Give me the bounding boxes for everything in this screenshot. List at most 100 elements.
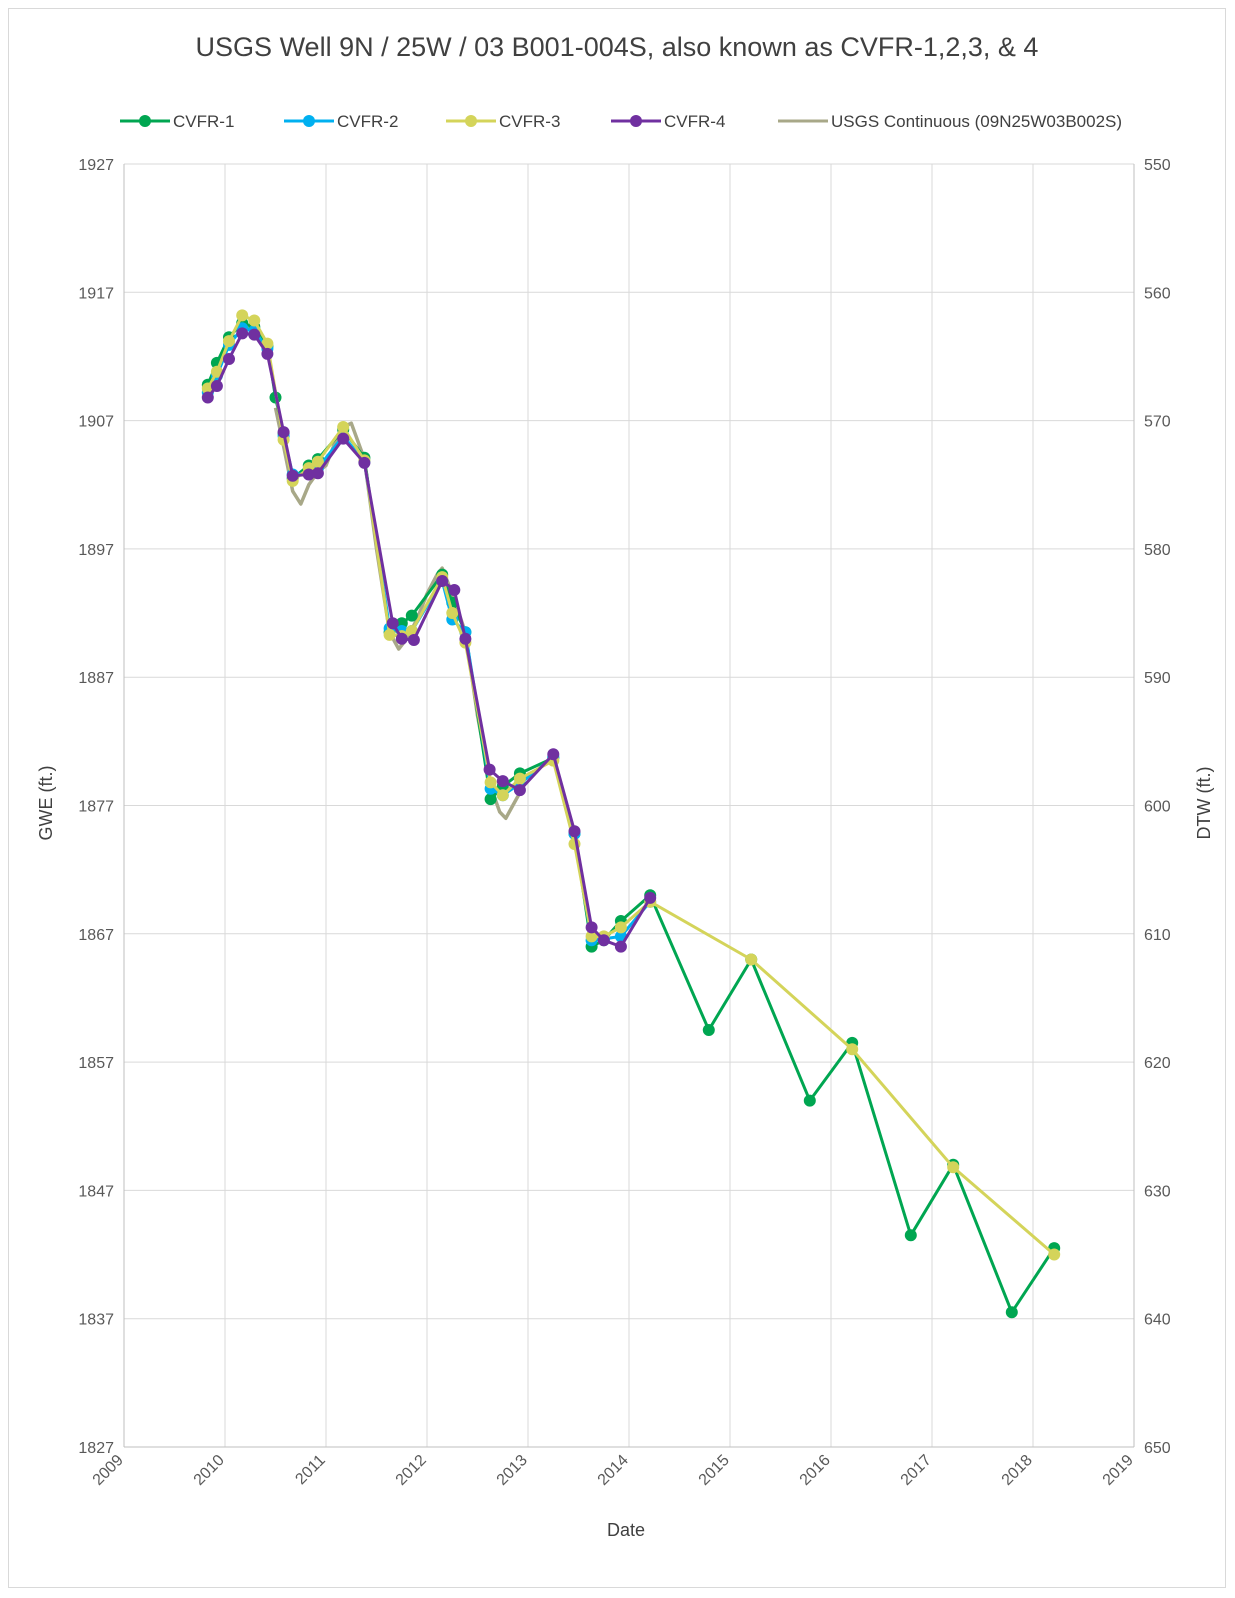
x-tick-label: 2019 xyxy=(1100,1452,1137,1489)
x-tick-label: 2016 xyxy=(797,1452,834,1489)
y2-tick-label: 570 xyxy=(1144,414,1171,431)
series-line-cvfr-4 xyxy=(206,331,652,949)
data-point-cvfr-1 xyxy=(803,1094,816,1107)
y-tick-label: 1847 xyxy=(78,1183,114,1200)
legend-item-usgs-continuous: USGS Continuous (09N25W03B002S) xyxy=(778,112,1122,131)
data-point-cvfr-4 xyxy=(496,775,509,788)
legend-label-cvfr-3: CVFR-3 xyxy=(499,112,560,131)
legend-label-cvfr-1: CVFR-1 xyxy=(173,112,234,131)
legend-marker-cvfr-1 xyxy=(139,115,151,127)
series-layer xyxy=(201,309,1061,1319)
series-line-cvfr-1 xyxy=(206,321,1056,1314)
data-point-cvfr-3 xyxy=(311,455,324,468)
y-tick-label: 1887 xyxy=(78,670,114,687)
data-point-cvfr-3 xyxy=(236,309,249,322)
y2-tick-label: 550 xyxy=(1144,157,1171,174)
x-tick-label: 2013 xyxy=(494,1452,531,1489)
data-point-cvfr-1 xyxy=(904,1229,917,1242)
legend-marker-cvfr-2 xyxy=(303,115,315,127)
legend-item-cvfr-4: CVFR-4 xyxy=(611,112,725,131)
data-point-cvfr-4 xyxy=(248,328,261,341)
data-point-cvfr-4 xyxy=(459,632,472,645)
y-tick-label: 1927 xyxy=(78,157,114,174)
data-point-cvfr-1 xyxy=(405,609,418,622)
data-point-cvfr-3 xyxy=(513,772,526,785)
data-point-cvfr-3 xyxy=(223,335,235,348)
data-point-cvfr-4 xyxy=(277,426,290,439)
y2-tick-label: 590 xyxy=(1144,670,1171,687)
data-point-cvfr-4 xyxy=(337,432,350,445)
y-tick-label: 1897 xyxy=(78,542,114,559)
gridlines xyxy=(123,163,1135,1448)
data-point-cvfr-4 xyxy=(201,391,214,404)
data-point-cvfr-3 xyxy=(405,625,418,637)
data-point-cvfr-4 xyxy=(644,891,657,904)
series-line-cvfr-3 xyxy=(206,313,1056,1256)
data-point-cvfr-3 xyxy=(210,365,223,378)
data-point-cvfr-4 xyxy=(568,825,581,838)
data-point-cvfr-3 xyxy=(1048,1248,1061,1261)
y2-tick-label: 630 xyxy=(1144,1183,1171,1200)
y2-tick-label: 650 xyxy=(1144,1440,1171,1457)
series-cvfr-4 xyxy=(201,327,657,953)
data-point-cvfr-4 xyxy=(236,327,249,340)
data-point-cvfr-1 xyxy=(702,1024,715,1036)
y-tick-label: 1827 xyxy=(78,1440,114,1457)
data-point-cvfr-4 xyxy=(386,617,399,630)
x-tick-label: 2009 xyxy=(90,1452,127,1489)
data-point-cvfr-1 xyxy=(484,793,497,806)
data-point-cvfr-4 xyxy=(436,575,449,587)
y-tick-label: 1867 xyxy=(78,927,114,944)
data-point-cvfr-3 xyxy=(383,628,396,641)
legend-item-cvfr-2: CVFR-2 xyxy=(284,112,398,131)
legend-item-cvfr-1: CVFR-1 xyxy=(120,112,234,131)
y-axis-title: GWE (ft.) xyxy=(36,766,56,841)
data-point-cvfr-4 xyxy=(395,632,408,645)
data-point-cvfr-3 xyxy=(248,314,261,327)
data-point-cvfr-4 xyxy=(448,584,461,596)
data-point-cvfr-3 xyxy=(947,1161,960,1174)
data-point-cvfr-4 xyxy=(358,456,371,469)
y-tick-label: 1877 xyxy=(78,799,114,816)
chart-title: USGS Well 9N / 25W / 03 B001-004S, also … xyxy=(196,32,1039,62)
legend: CVFR-1 CVFR-2 CVFR-3 CVFR-4 USGS Continu… xyxy=(120,112,1122,131)
legend-label-cvfr-2: CVFR-2 xyxy=(337,112,398,131)
data-point-cvfr-4 xyxy=(407,634,420,646)
x-tick-label: 2017 xyxy=(898,1452,935,1489)
data-point-cvfr-3 xyxy=(745,953,758,966)
y2-tick-label: 600 xyxy=(1144,799,1171,816)
data-point-cvfr-3 xyxy=(614,921,627,934)
y-tick-label: 1837 xyxy=(78,1312,114,1329)
legend-label-cvfr-4: CVFR-4 xyxy=(664,112,725,131)
y2-tick-label: 580 xyxy=(1144,542,1171,559)
x-axis-title: Date xyxy=(607,1520,645,1540)
data-point-cvfr-4 xyxy=(210,380,223,392)
data-point-cvfr-3 xyxy=(496,789,509,802)
x-tick-label: 2010 xyxy=(191,1452,228,1489)
y-tick-label: 1907 xyxy=(78,414,114,431)
data-point-cvfr-3 xyxy=(484,776,497,789)
data-point-cvfr-4 xyxy=(223,353,235,365)
x-tick-label: 2014 xyxy=(595,1452,632,1489)
data-point-cvfr-3 xyxy=(446,607,459,619)
x-tick-label: 2012 xyxy=(393,1452,430,1489)
data-point-cvfr-4 xyxy=(311,467,324,480)
data-point-cvfr-3 xyxy=(585,930,598,943)
series-cvfr-2 xyxy=(201,322,657,947)
legend-item-cvfr-3: CVFR-3 xyxy=(446,112,560,131)
y2-tick-label: 620 xyxy=(1144,1055,1171,1072)
data-point-cvfr-3 xyxy=(261,337,274,350)
data-point-cvfr-4 xyxy=(261,347,274,360)
y2-axis-title: DTW (ft.) xyxy=(1194,767,1214,840)
legend-label-usgs-continuous: USGS Continuous (09N25W03B002S) xyxy=(831,112,1122,131)
data-point-cvfr-4 xyxy=(483,763,496,776)
y-tick-label: 1857 xyxy=(78,1055,114,1072)
data-point-cvfr-4 xyxy=(513,784,526,797)
series-line-cvfr-2 xyxy=(206,326,652,942)
legend-marker-cvfr-3 xyxy=(465,115,477,127)
data-point-cvfr-4 xyxy=(286,469,299,482)
y2-tick-label: 640 xyxy=(1144,1312,1171,1329)
axes: 1827 650 1837 640 1847 630 1857 620 1867 610 1877 6… xyxy=(78,157,1170,1489)
x-tick-label: 2018 xyxy=(999,1452,1036,1489)
